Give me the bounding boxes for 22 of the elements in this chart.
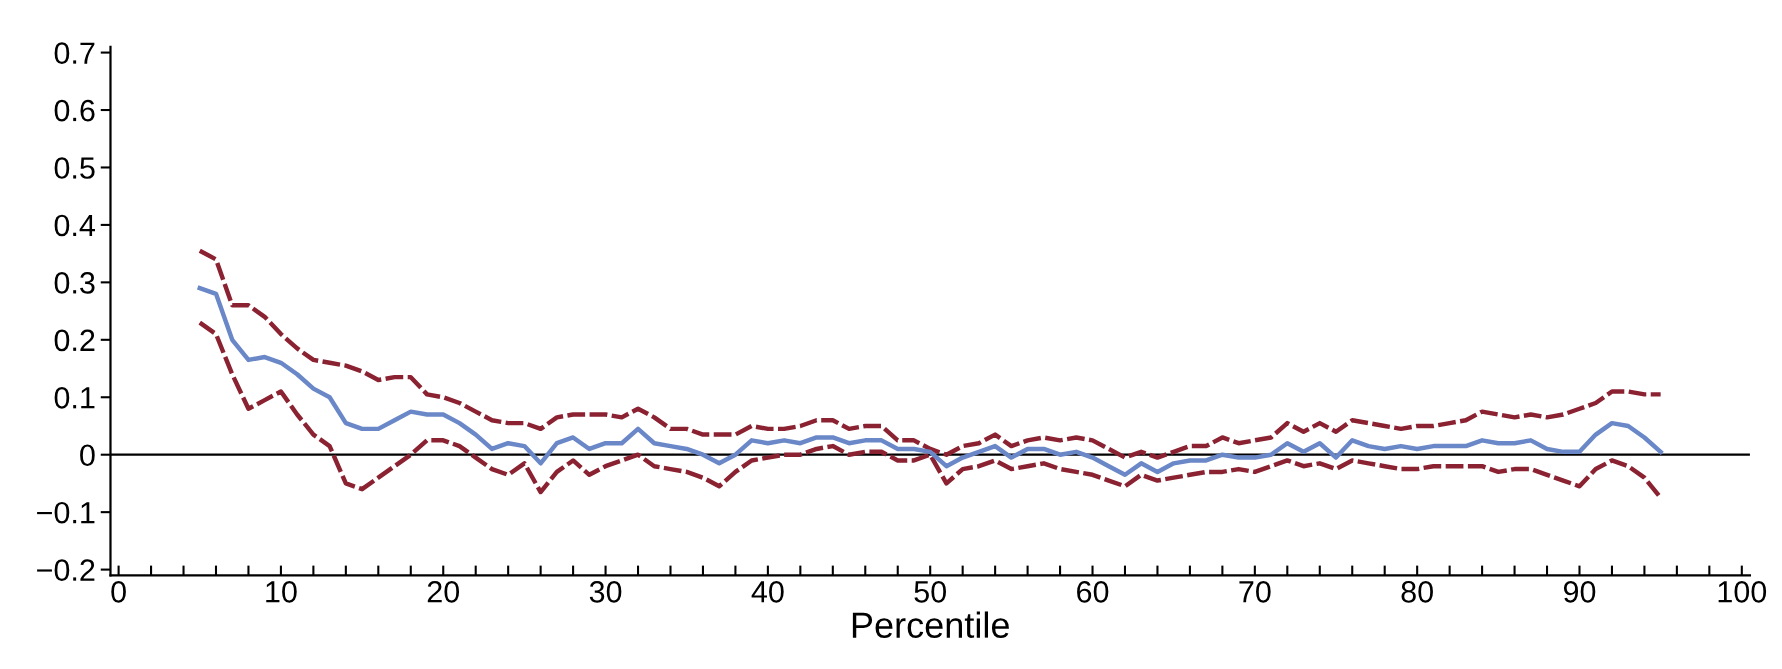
y-tick-label: −0.1 xyxy=(37,501,95,524)
x-tick-label: 80 xyxy=(1401,581,1433,603)
y-tick-label: 0.1 xyxy=(54,386,95,409)
y-tick-label: 0.4 xyxy=(54,214,96,237)
x-tick-label: 10 xyxy=(266,581,297,603)
x-tick-label: 0 xyxy=(111,581,126,603)
y-tick-label: 0.6 xyxy=(54,99,95,122)
x-tick-label: 40 xyxy=(751,581,784,603)
x-tick-label: 20 xyxy=(427,581,460,603)
y-tick-label: 0.5 xyxy=(54,157,95,179)
x-tick-label: 30 xyxy=(589,581,622,603)
x-tick-label: 100 xyxy=(1718,581,1767,603)
y-tick-label: 0 xyxy=(80,444,95,467)
y-tick-label: 0.2 xyxy=(54,329,95,352)
x-axis-title: Percentile xyxy=(852,611,1009,638)
x-tick-label: 70 xyxy=(1239,581,1271,603)
y-tick-label: 0.7 xyxy=(54,42,95,64)
x-tick-label: 60 xyxy=(1077,581,1109,603)
y-tick-label: 0.3 xyxy=(54,272,95,294)
y-tick-label: −0.2 xyxy=(37,559,95,581)
x-tick-label: 50 xyxy=(914,581,946,603)
x-tick-label: 90 xyxy=(1563,581,1596,603)
